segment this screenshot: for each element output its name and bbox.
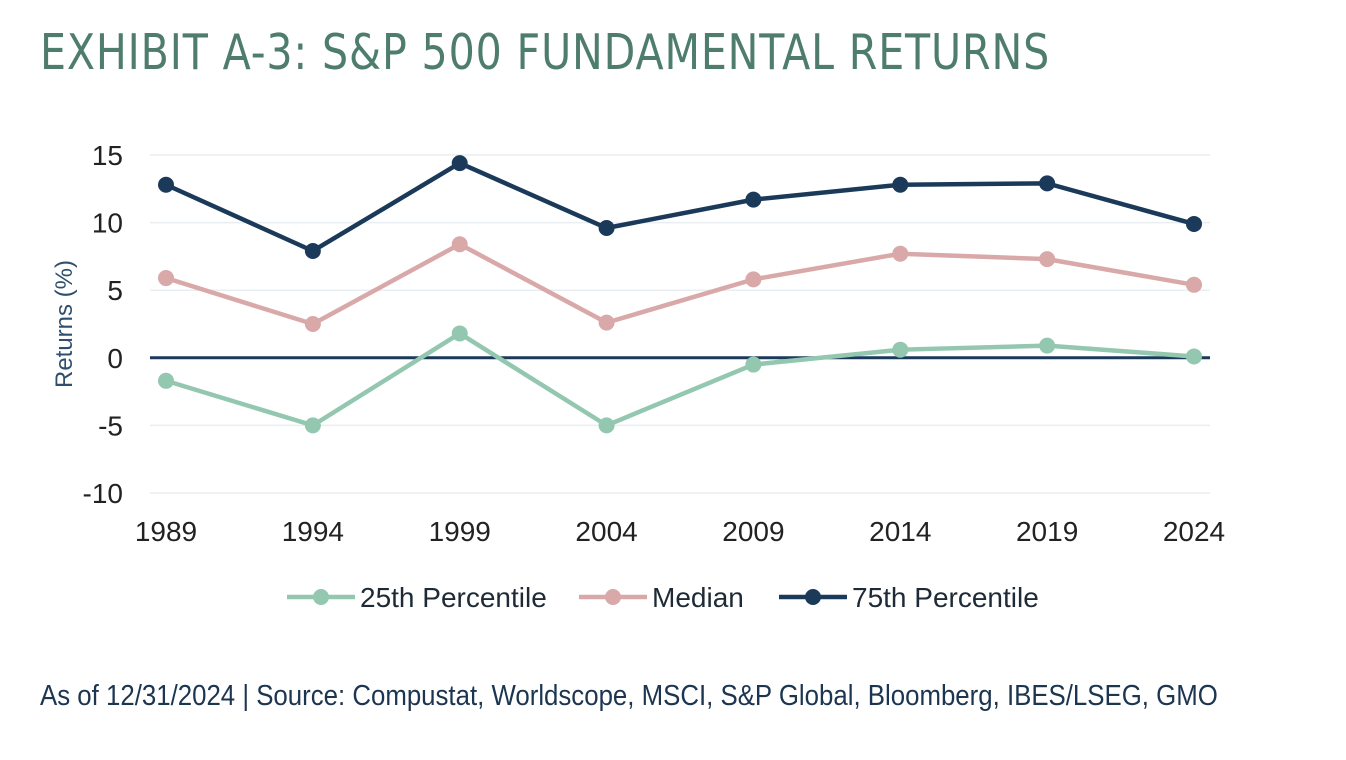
data-point: [892, 176, 909, 193]
data-point: [304, 316, 321, 332]
data-point: [598, 314, 615, 331]
data-point: [892, 341, 909, 358]
y-tick-label: 5: [107, 275, 123, 306]
x-tick-label: 1994: [282, 516, 344, 547]
data-point: [158, 270, 174, 287]
legend-swatch-marker: [313, 589, 329, 605]
series-line: [165, 241, 1195, 327]
y-axis-label: Returns (%): [51, 260, 78, 388]
x-tick-label: 2009: [722, 516, 784, 547]
legend-item: 75th Percentile: [779, 582, 1039, 613]
data-point: [745, 271, 762, 288]
y-tick-label: 10: [92, 208, 123, 239]
grid-lines: [150, 154, 1210, 494]
data-point: [1186, 215, 1202, 232]
data-point: [1186, 276, 1202, 293]
y-tick-label: 15: [92, 140, 123, 171]
data-point: [598, 417, 615, 434]
legend-item: 25th Percentile: [287, 582, 547, 613]
legend: 25th Percentile Median 75th Percentile: [287, 582, 1039, 613]
data-point: [745, 191, 762, 208]
data-point: [1039, 175, 1056, 192]
legend-swatch-marker: [805, 589, 821, 605]
source-note: As of 12/31/2024 | Source: Compustat, Wo…: [40, 680, 1218, 712]
legend-label: Median: [652, 582, 744, 613]
data-point: [451, 155, 468, 172]
y-axis-ticks: 15 10 5 0 -5 -10: [83, 140, 123, 509]
data-point: [892, 245, 909, 262]
data-point: [1186, 348, 1202, 365]
x-tick-label: 2019: [1016, 516, 1078, 547]
data-point: [1039, 251, 1056, 268]
x-tick-label: 2024: [1163, 516, 1225, 547]
y-tick-label: 0: [107, 343, 123, 374]
y-tick-label: -10: [83, 478, 123, 509]
series-lines: [158, 155, 1202, 434]
data-point: [158, 372, 174, 389]
data-point: [158, 176, 174, 193]
series-line: [165, 331, 1195, 428]
data-point: [304, 417, 321, 434]
series-1: [158, 236, 1202, 332]
data-point: [451, 325, 468, 342]
data-point: [1039, 337, 1056, 354]
data-point: [304, 242, 321, 259]
x-axis-ticks: 1989 1994 1999 2004 2009 2014 2019 2024: [135, 516, 1225, 547]
data-point: [598, 220, 615, 237]
x-tick-label: 1999: [429, 516, 491, 547]
legend-swatch-marker: [605, 589, 621, 605]
legend-label: 75th Percentile: [852, 582, 1039, 613]
page-title: EXHIBIT A-3: S&P 500 FUNDAMENTAL RETURNS: [40, 24, 1051, 81]
legend-label: 25th Percentile: [360, 582, 547, 613]
legend-item: Median: [579, 582, 744, 613]
series-2: [158, 155, 1202, 259]
series-line: [165, 160, 1195, 254]
x-tick-label: 2004: [575, 516, 637, 547]
data-point: [451, 236, 468, 253]
x-tick-label: 1989: [135, 516, 197, 547]
x-tick-label: 2014: [869, 516, 931, 547]
series-0: [158, 325, 1202, 434]
y-tick-label: -5: [98, 410, 123, 441]
data-point: [745, 356, 762, 373]
